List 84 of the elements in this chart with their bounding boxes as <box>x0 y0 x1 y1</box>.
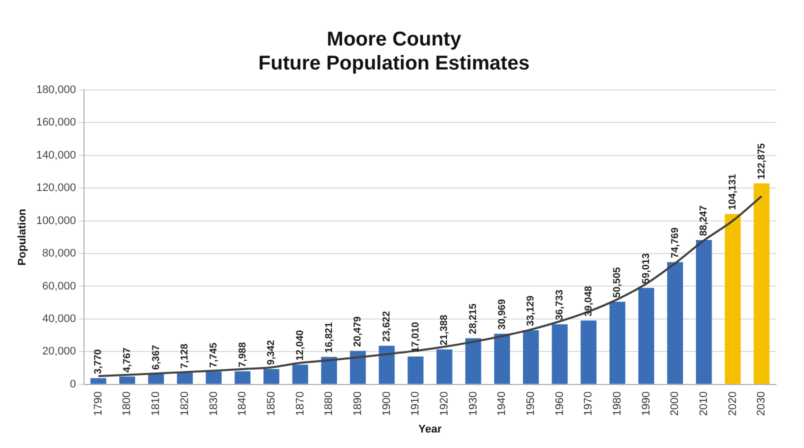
bar <box>552 324 568 384</box>
x-tick-label: 1790 <box>92 391 104 416</box>
data-label: 4,767 <box>122 347 133 373</box>
data-label: 36,733 <box>554 289 566 320</box>
x-tick-label: 2000 <box>669 391 682 416</box>
data-label: 7,128 <box>180 343 191 369</box>
y-tick-label: 180,000 <box>36 84 76 96</box>
data-label: 16,821 <box>324 322 335 353</box>
x-tick-label: 1880 <box>323 391 336 416</box>
data-label: 122,875 <box>756 142 768 180</box>
y-tick-label: 60,000 <box>42 280 76 292</box>
bar <box>667 262 684 384</box>
x-tick-label: 1970 <box>582 391 595 416</box>
x-tick-label: 1890 <box>352 391 364 416</box>
bar <box>580 320 597 384</box>
x-tick-label: 1810 <box>150 391 162 416</box>
data-label: 6,367 <box>150 344 162 370</box>
data-label: 20,479 <box>352 316 364 347</box>
x-tick-label: 1980 <box>611 391 624 416</box>
bar <box>119 376 136 384</box>
x-tick-label: 1960 <box>554 391 566 416</box>
bar <box>724 214 741 384</box>
y-tick-label: 140,000 <box>36 149 76 162</box>
x-tick-label: 1920 <box>438 391 450 416</box>
x-tick-label: 1840 <box>236 391 249 416</box>
x-tick-label: 1870 <box>294 391 306 416</box>
data-label: 28,215 <box>468 303 479 334</box>
bar <box>350 350 366 384</box>
bar <box>494 334 510 384</box>
data-label: 9,342 <box>266 340 278 366</box>
data-label: 104,131 <box>728 173 738 210</box>
bar <box>754 183 770 384</box>
data-label: 74,769 <box>670 227 681 258</box>
x-tick-label: 1990 <box>640 391 652 416</box>
x-tick-label: 1950 <box>524 391 537 416</box>
y-axis-title: Population <box>16 208 29 266</box>
bar <box>234 371 250 384</box>
y-tick-label: 0 <box>70 378 76 390</box>
x-tick-label: 1910 <box>410 391 422 416</box>
x-tick-label: 2020 <box>726 391 739 416</box>
y-tick-label: 40,000 <box>42 312 76 325</box>
y-tick-label: 20,000 <box>42 346 76 358</box>
data-label: 33,129 <box>526 295 537 326</box>
x-tick-label: 1800 <box>121 391 134 416</box>
bar <box>696 240 712 384</box>
data-label: 23,622 <box>381 310 392 342</box>
x-tick-label: 1940 <box>496 391 508 416</box>
data-label: 30,969 <box>496 298 508 330</box>
x-tick-label: 2010 <box>698 391 710 416</box>
bar <box>408 356 424 384</box>
bar <box>176 372 193 384</box>
data-label: 12,040 <box>294 330 306 361</box>
x-tick-label: 1850 <box>265 391 278 416</box>
data-label: 88,247 <box>698 205 710 236</box>
x-tick-label: 1820 <box>178 391 191 416</box>
data-label: 50,505 <box>612 266 624 298</box>
bar <box>436 349 452 384</box>
chart-title: Moore County Future Population Estimates <box>258 28 530 75</box>
y-tick-label: 80,000 <box>42 248 76 260</box>
x-tick-label: 1900 <box>380 391 393 416</box>
bar <box>206 372 222 384</box>
data-label: 3,770 <box>93 348 104 374</box>
data-label: 7,745 <box>208 342 220 368</box>
x-tick-label: 1830 <box>208 391 220 416</box>
y-tick-label: 160,000 <box>36 116 76 129</box>
y-tick-label: 120,000 <box>36 182 76 194</box>
bar <box>522 330 539 384</box>
bar <box>148 374 164 384</box>
bar <box>292 364 308 384</box>
x-tick-label: 2030 <box>756 391 768 416</box>
data-label: 39,048 <box>583 285 594 316</box>
x-axis-title: Year <box>418 423 442 436</box>
data-label: 7,988 <box>237 342 248 368</box>
x-tick-label: 1930 <box>467 391 480 416</box>
bar <box>465 338 482 384</box>
data-label: 21,388 <box>439 314 450 346</box>
bar <box>321 356 337 384</box>
bar <box>90 378 106 384</box>
bar <box>638 288 654 384</box>
bar <box>609 302 626 384</box>
data-label: 59,013 <box>640 252 652 284</box>
bar <box>378 346 395 384</box>
y-tick-label: 100,000 <box>36 214 76 227</box>
bar <box>263 369 280 384</box>
